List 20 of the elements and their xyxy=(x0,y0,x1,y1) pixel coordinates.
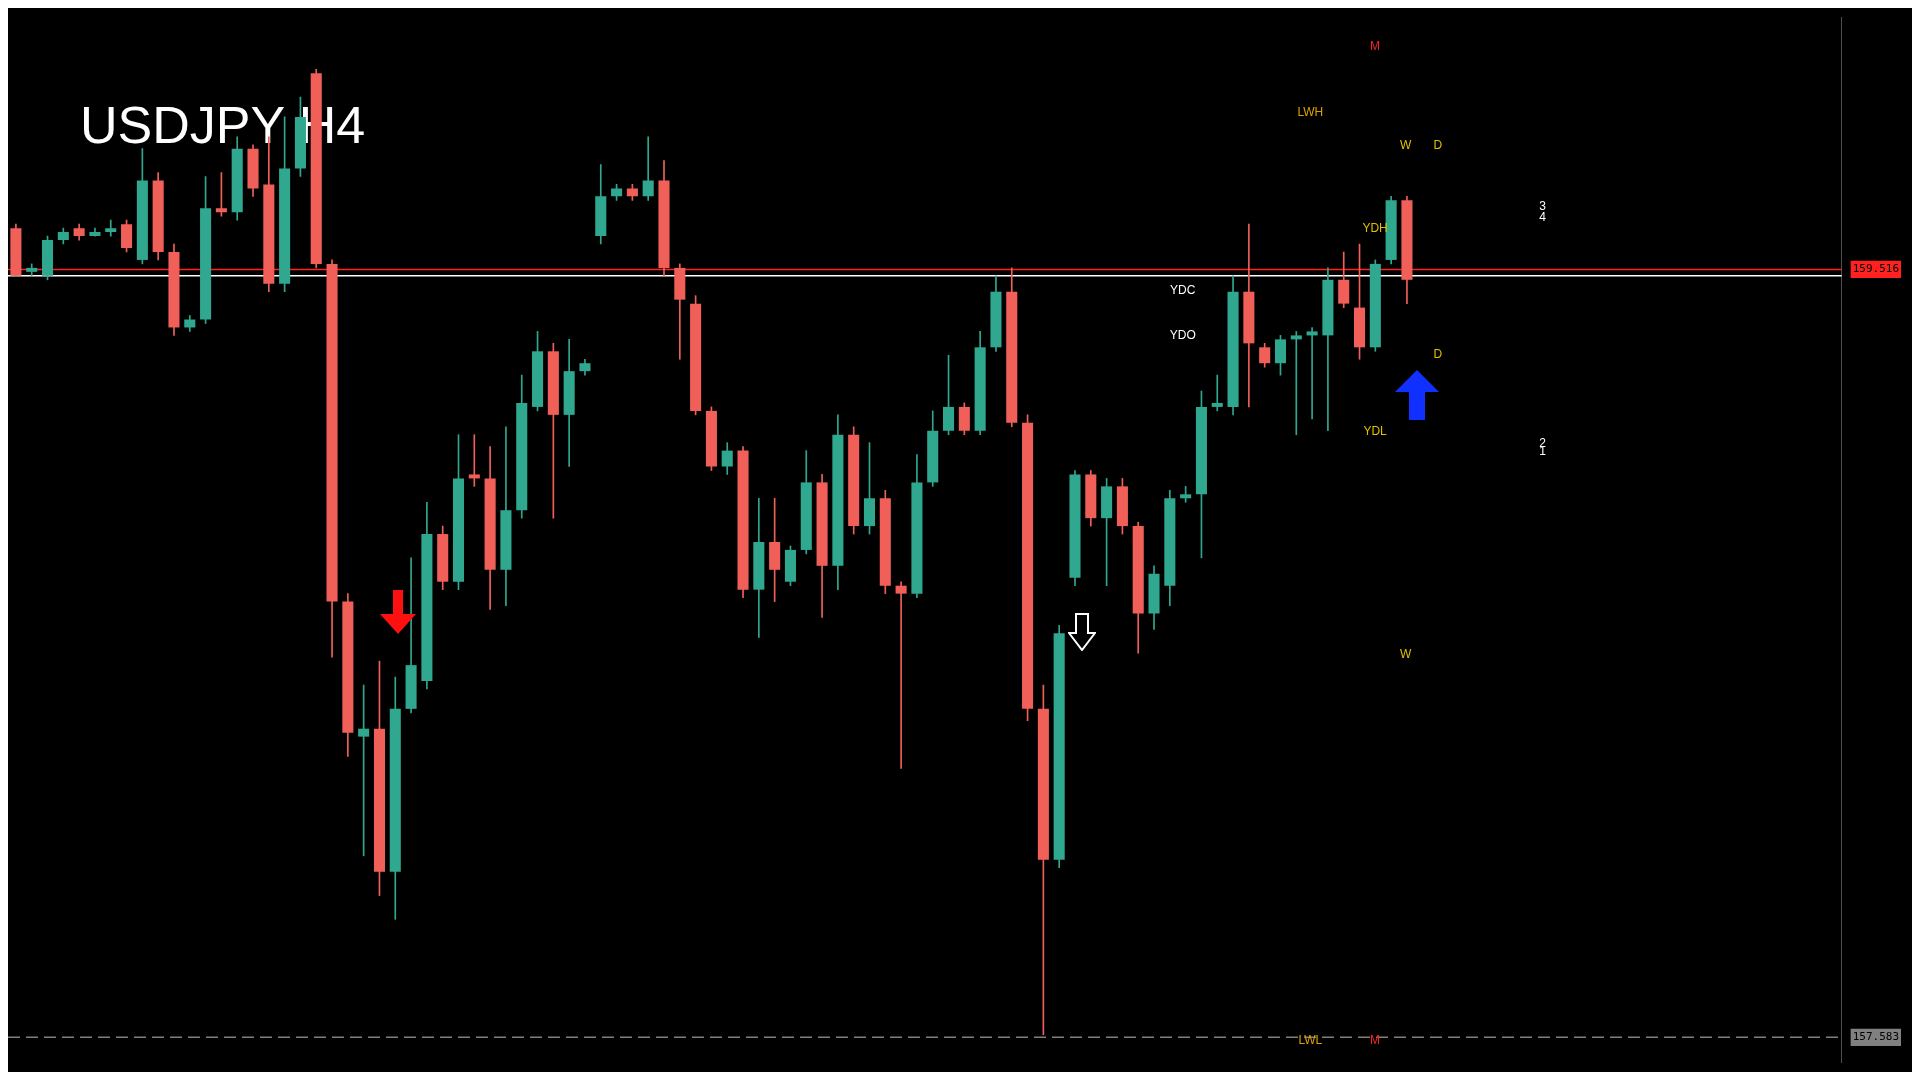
annotation: YDC xyxy=(1170,283,1196,298)
annotation: YDL xyxy=(1363,424,1388,439)
candlestick xyxy=(468,434,480,487)
annotation: LWH xyxy=(1297,105,1324,120)
annotation: YDO xyxy=(1169,328,1196,343)
y-tick-label: 159.516 xyxy=(1852,262,1899,276)
candlestick xyxy=(1306,327,1318,420)
annotation: 4 xyxy=(1539,210,1547,225)
annotation: M xyxy=(1370,1033,1381,1048)
candlestick xyxy=(1211,374,1223,412)
annotation: W xyxy=(1399,647,1412,662)
candlestick xyxy=(642,136,654,201)
candlestick xyxy=(1290,331,1302,436)
annotation: W xyxy=(1399,138,1412,153)
annotation: M xyxy=(1370,39,1381,54)
annotation: D xyxy=(1433,138,1443,153)
annotation: LWL xyxy=(1298,1033,1323,1048)
candlestick xyxy=(895,581,907,769)
annotation: D xyxy=(1433,347,1443,362)
y-tick-label: 157.583 xyxy=(1852,1030,1899,1044)
